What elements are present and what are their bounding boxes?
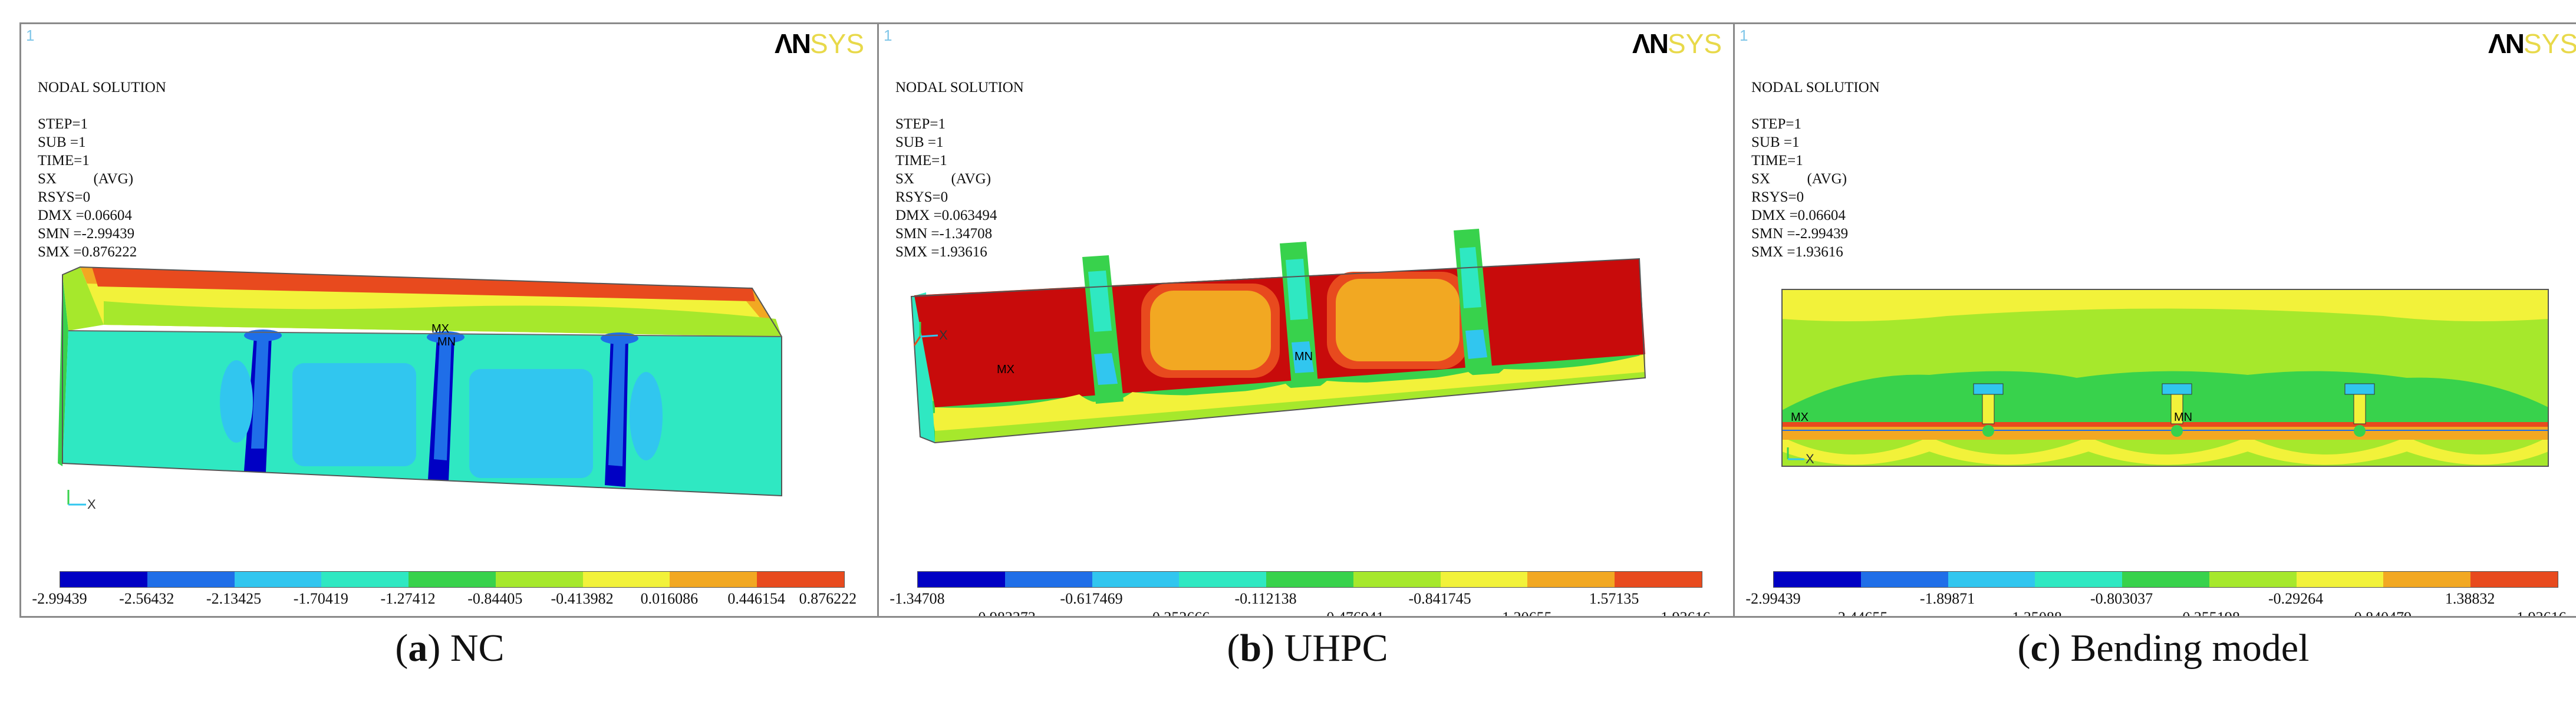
mn-marker: MN bbox=[437, 335, 456, 348]
colorbar-band bbox=[1179, 572, 1267, 587]
stress-contour-bending: MX MN X bbox=[1781, 289, 2549, 467]
tick-label: -1.27412 bbox=[380, 590, 436, 607]
window-number: 1 bbox=[26, 27, 35, 44]
axis-x-label: X bbox=[87, 497, 96, 512]
colorbar-band bbox=[1092, 572, 1180, 587]
colorbar-band bbox=[321, 572, 409, 587]
window-number: 1 bbox=[1740, 27, 1748, 44]
tick-label: 0.876222 bbox=[799, 590, 857, 607]
axis-x-label: X bbox=[939, 328, 948, 342]
tick-label: -0.112138 bbox=[1234, 590, 1297, 607]
colorbar-band bbox=[1353, 572, 1441, 587]
tick-label: -0.84405 bbox=[467, 590, 523, 607]
mx-marker: MX bbox=[1791, 411, 1809, 424]
tick-label: -1.70419 bbox=[293, 590, 348, 607]
ansys-logo: ΛNSYS bbox=[2488, 28, 2576, 59]
tick-label: -0.252666 bbox=[1147, 609, 1210, 618]
colorbar-band bbox=[918, 572, 1005, 587]
tick-label: -1.34708 bbox=[890, 590, 945, 607]
tick-label: -2.56432 bbox=[119, 590, 174, 607]
colorbar-band bbox=[495, 572, 583, 587]
colorbar-band bbox=[2122, 572, 2209, 587]
tick-label: 0.446154 bbox=[727, 590, 785, 607]
colorbar-band bbox=[1004, 572, 1092, 587]
colorbar-ticks: -2.99439 -2.44655 -1.89871 -1.35088 -0.8… bbox=[1745, 590, 2566, 618]
mx-marker: MX bbox=[431, 322, 449, 335]
panel-uhpc: 1 ΛNSYS NODAL SOLUTION STEP=1 SUB =1 TIME=1… bbox=[877, 22, 1738, 618]
axis-x-label: X bbox=[1806, 452, 1814, 466]
colorbar-band bbox=[582, 572, 670, 587]
colorbar-band bbox=[670, 572, 757, 587]
colorbar bbox=[1773, 571, 2558, 588]
colorbar-band bbox=[757, 572, 845, 587]
tick-label: 1.93616 bbox=[1661, 609, 1711, 618]
colorbar-ticks: -1.34708 -0.982273 -0.617469 -0.252666 -… bbox=[890, 590, 1710, 618]
tick-label: -0.982273 bbox=[973, 609, 1036, 618]
mn-marker: MN bbox=[1294, 350, 1313, 363]
colorbar bbox=[60, 571, 845, 588]
colorbar-band bbox=[409, 572, 496, 587]
colorbar bbox=[917, 571, 1702, 588]
stress-contour-nc: MX MN X bbox=[58, 266, 782, 512]
nodal-solution-info: NODAL SOLUTION STEP=1 SUB =1 TIME=1 SX (AVG)… bbox=[1751, 80, 1880, 260]
panel-bending-model: 1 ΛNSYS NODAL SOLUTION STEP=1 SUB =1 TIME=1… bbox=[1733, 22, 2576, 618]
colorbar-band bbox=[1266, 572, 1353, 587]
tick-label: -0.413982 bbox=[551, 590, 614, 607]
nodal-solution-info: NODAL SOLUTION STEP=1 SUB =1 TIME=1 SX (AVG)… bbox=[895, 80, 1024, 260]
tick-label: 1.93616 bbox=[2516, 609, 2567, 618]
colorbar-band bbox=[1440, 572, 1528, 587]
tick-label: -1.89871 bbox=[1919, 590, 1975, 607]
colorbar-band bbox=[2296, 572, 2384, 587]
tick-label: 1.57135 bbox=[1589, 590, 1639, 607]
tick-label: -0.255198 bbox=[2177, 609, 2240, 618]
colorbar-band bbox=[2035, 572, 2123, 587]
tick-label: -2.13425 bbox=[206, 590, 262, 607]
panel-nc: 1 ΛNSYS NODAL SOLUTION STEP=1 SUB =1 TIME=1… bbox=[19, 22, 880, 618]
tick-label: -0.617469 bbox=[1060, 590, 1123, 607]
tick-label: -0.29264 bbox=[2268, 590, 2324, 607]
colorbar-band bbox=[1774, 572, 1861, 587]
tick-label: -2.44655 bbox=[1833, 609, 1888, 618]
stress-contour-uhpc: MX MN X bbox=[910, 229, 1646, 444]
caption-bending-model: (c) Bending model bbox=[2017, 627, 2310, 670]
ansys-logo: ΛNSYS bbox=[1632, 28, 1722, 59]
colorbar-ticks: -2.99439 -2.56432 -2.13425 -1.70419 -1.2… bbox=[32, 590, 857, 616]
tick-label: -0.803037 bbox=[2090, 590, 2153, 607]
colorbar-band bbox=[1615, 572, 1702, 587]
colorbar-band bbox=[2209, 572, 2297, 587]
nodal-solution-info: NODAL SOLUTION STEP=1 SUB =1 TIME=1 SX (AVG)… bbox=[38, 80, 166, 260]
colorbar-band bbox=[2383, 572, 2471, 587]
tick-label: -0.841745 bbox=[1408, 590, 1471, 607]
tick-label: 0.016086 bbox=[640, 590, 699, 607]
colorbar-band bbox=[1527, 572, 1615, 587]
ansys-logo: ΛNSYS bbox=[775, 28, 864, 59]
tick-label: -2.99439 bbox=[1745, 590, 1801, 607]
mn-marker: MN bbox=[2174, 411, 2192, 424]
tick-label: -0.476941 bbox=[1321, 609, 1384, 618]
tick-label: -2.99439 bbox=[32, 590, 87, 607]
colorbar-band bbox=[1860, 572, 1948, 587]
caption-nc: (a) NC bbox=[395, 627, 505, 670]
tick-label: 1.38832 bbox=[2445, 590, 2495, 607]
colorbar-band bbox=[2470, 572, 2558, 587]
colorbar-band bbox=[1948, 572, 2035, 587]
tick-label: 0.840479 bbox=[2354, 609, 2412, 618]
colorbar-band bbox=[147, 572, 235, 587]
mx-marker: MX bbox=[997, 363, 1014, 376]
colorbar-band bbox=[234, 572, 322, 587]
tick-label: 1.20655 bbox=[1502, 609, 1552, 618]
caption-uhpc: (b) UHPC bbox=[1227, 627, 1388, 670]
window-number: 1 bbox=[884, 27, 892, 44]
tick-label: -1.35088 bbox=[2007, 609, 2062, 618]
colorbar-band bbox=[60, 572, 147, 587]
